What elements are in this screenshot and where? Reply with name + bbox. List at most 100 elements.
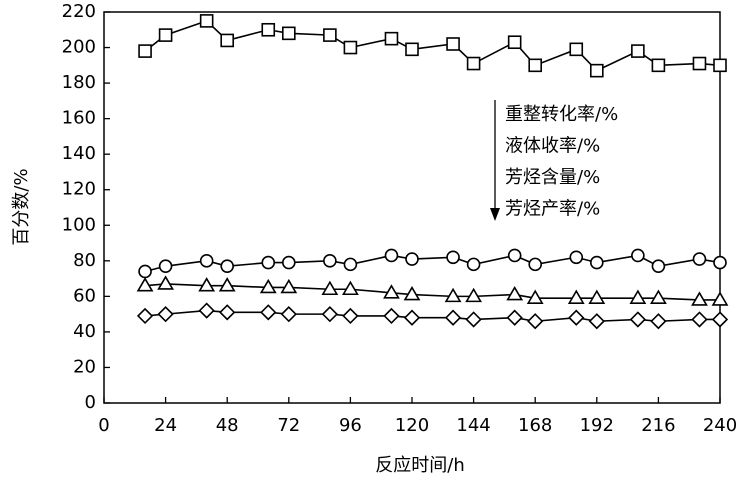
triangle-marker bbox=[218, 277, 236, 292]
triangle-marker bbox=[444, 287, 462, 303]
y-tick-label: 200 bbox=[62, 37, 96, 58]
legend-label: 芳烃产率/% bbox=[505, 199, 600, 220]
diamond-marker bbox=[136, 307, 154, 325]
triangle-marker bbox=[506, 285, 524, 301]
y-tick-label: 180 bbox=[62, 72, 96, 93]
square-marker bbox=[713, 58, 727, 73]
circle-marker bbox=[199, 254, 214, 268]
circle-marker bbox=[261, 255, 276, 270]
y-tick-label: 20 bbox=[73, 356, 96, 377]
square-marker bbox=[569, 42, 584, 57]
circle-marker bbox=[631, 248, 645, 263]
x-axis-label: 反应时间/h bbox=[375, 455, 464, 476]
diamond-marker bbox=[465, 311, 482, 328]
triangle-marker bbox=[691, 291, 708, 306]
triangle-marker bbox=[629, 289, 647, 304]
circle-marker bbox=[138, 264, 152, 279]
circle-marker bbox=[281, 255, 296, 270]
y-axis-label: 百分数/% bbox=[11, 168, 32, 245]
circle-marker bbox=[158, 259, 173, 273]
triangle-marker bbox=[711, 291, 729, 306]
diamond-marker bbox=[568, 309, 585, 326]
circle-marker bbox=[507, 248, 522, 263]
square-marker bbox=[466, 56, 481, 71]
circle-marker bbox=[589, 255, 604, 270]
circle-marker bbox=[528, 257, 543, 272]
circle-marker bbox=[220, 259, 234, 273]
legend-label: 重整转化率/% bbox=[505, 104, 618, 125]
y-tick-label: 220 bbox=[62, 1, 96, 22]
series-line bbox=[144, 283, 720, 301]
square-marker bbox=[507, 35, 522, 50]
diamond-marker bbox=[691, 311, 708, 328]
y-tick-label: 80 bbox=[73, 250, 96, 271]
square-marker bbox=[528, 58, 543, 73]
square-marker bbox=[323, 28, 337, 42]
square-marker bbox=[158, 28, 173, 42]
diamond-marker bbox=[198, 302, 215, 319]
circle-marker bbox=[713, 255, 727, 270]
diamond-marker bbox=[321, 306, 338, 323]
triangle-marker bbox=[588, 289, 606, 304]
triangle-marker bbox=[157, 275, 174, 290]
square-marker bbox=[589, 63, 604, 78]
diamond-marker bbox=[403, 309, 421, 326]
diamond-marker bbox=[588, 313, 605, 330]
triangle-marker bbox=[280, 278, 298, 294]
diamond-marker bbox=[219, 304, 236, 321]
diamond-marker bbox=[260, 304, 277, 321]
square-marker bbox=[199, 14, 214, 28]
diamond-marker bbox=[506, 309, 523, 326]
y-tick-label: 60 bbox=[73, 285, 96, 306]
x-tick-label: 120 bbox=[395, 415, 429, 436]
square-marker bbox=[220, 33, 234, 48]
series-line bbox=[144, 19, 721, 72]
y-tick-label: 40 bbox=[73, 321, 96, 342]
square-marker bbox=[281, 26, 296, 41]
y-tick-label: 120 bbox=[62, 179, 96, 200]
diamond-marker bbox=[157, 306, 174, 323]
triangle-marker bbox=[321, 280, 339, 296]
x-tick-label: 192 bbox=[580, 415, 614, 436]
x-tick-label: 240 bbox=[703, 415, 737, 436]
series-line bbox=[144, 254, 721, 273]
triangle-marker bbox=[650, 289, 667, 304]
circle-marker bbox=[569, 250, 584, 265]
x-tick-label: 48 bbox=[216, 415, 239, 436]
circle-marker bbox=[692, 252, 707, 266]
triangle-marker bbox=[383, 284, 400, 299]
triangle-marker bbox=[136, 277, 154, 292]
circle-marker bbox=[446, 250, 460, 265]
diamond-marker bbox=[650, 313, 667, 330]
legend-label: 液体收率/% bbox=[505, 136, 600, 157]
diamond-marker bbox=[629, 311, 646, 328]
square-marker bbox=[138, 44, 152, 58]
triangle-marker bbox=[342, 280, 359, 296]
circle-marker bbox=[651, 259, 666, 273]
x-tick-label: 96 bbox=[339, 415, 362, 436]
diamond-marker bbox=[280, 306, 297, 323]
square-marker bbox=[631, 44, 645, 58]
circle-marker bbox=[466, 257, 481, 272]
diamond-marker bbox=[342, 307, 359, 325]
y-tick-label: 100 bbox=[62, 214, 96, 235]
circle-marker bbox=[343, 257, 358, 272]
y-tick-label: 160 bbox=[62, 108, 96, 129]
plot-frame bbox=[103, 11, 721, 404]
triangle-marker bbox=[198, 277, 216, 292]
diamond-marker bbox=[444, 309, 462, 326]
triangle-marker bbox=[465, 287, 482, 303]
diamond-marker bbox=[711, 311, 729, 328]
x-tick-label: 216 bbox=[641, 415, 675, 436]
circle-marker bbox=[405, 252, 419, 266]
diamond-marker bbox=[527, 313, 544, 330]
square-marker bbox=[651, 58, 666, 73]
triangle-marker bbox=[526, 289, 544, 304]
square-marker bbox=[692, 56, 707, 71]
diamond-marker bbox=[383, 307, 400, 325]
square-marker bbox=[343, 40, 358, 55]
x-tick-label: 168 bbox=[518, 415, 552, 436]
square-marker bbox=[446, 37, 460, 51]
x-tick-label: 24 bbox=[154, 415, 177, 436]
